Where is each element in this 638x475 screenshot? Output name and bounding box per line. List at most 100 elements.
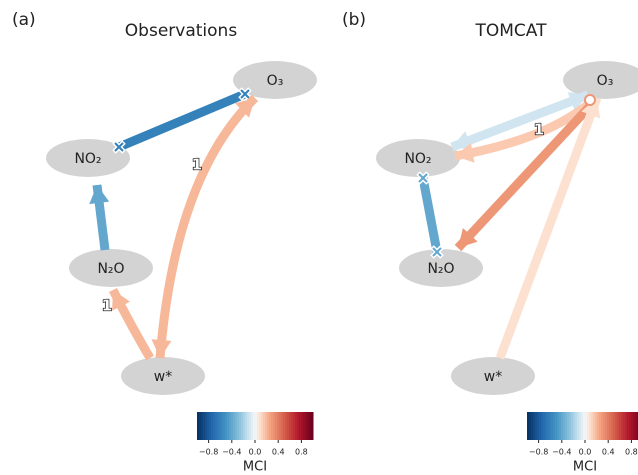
colorbar-segment <box>581 412 584 440</box>
colorbar-segment <box>257 412 260 440</box>
colorbar-segment <box>251 412 254 440</box>
colorbar-segment <box>547 412 550 440</box>
colorbar-segment <box>555 412 558 440</box>
node <box>376 139 460 177</box>
node <box>233 61 317 99</box>
colorbar-tick-label: −0.8 <box>529 448 548 457</box>
colorbar-segment <box>247 412 250 440</box>
colorbar-segment <box>229 412 232 440</box>
colorbar-segment <box>283 412 286 440</box>
colorbar-segment <box>595 412 598 440</box>
colorbar-segment <box>619 412 622 440</box>
node <box>46 139 130 177</box>
colorbar-segment <box>579 412 582 440</box>
colorbar-segment <box>535 412 538 440</box>
colorbar-segment <box>605 412 608 440</box>
colorbar-segment <box>239 412 242 440</box>
colorbar-segment <box>623 412 626 440</box>
arrowhead <box>235 98 255 118</box>
colorbar-segment <box>219 412 222 440</box>
colorbar-segment <box>537 412 540 440</box>
colorbar-tick-label: 0.4 <box>602 448 615 457</box>
node <box>563 61 638 99</box>
colorbar-segment <box>281 412 284 440</box>
colorbar-segment <box>625 412 628 440</box>
colorbar-segment <box>567 412 570 440</box>
colorbar-segment <box>217 412 220 440</box>
colorbar-segment <box>263 412 266 440</box>
colorbar-segment <box>627 412 630 440</box>
colorbar-segment <box>295 412 298 440</box>
node-label: O₃ <box>267 73 284 89</box>
colorbar-segment <box>585 412 588 440</box>
colorbar-segment <box>611 412 614 440</box>
node-label: w* <box>154 369 172 385</box>
colorbar-tick-label: 0.8 <box>625 448 638 457</box>
node-label: N₂O <box>427 261 454 277</box>
lag-label: 1 <box>534 121 544 139</box>
colorbar-segment <box>213 412 216 440</box>
colorbar-segment <box>601 412 604 440</box>
arrowhead <box>455 143 475 163</box>
colorbar-segment <box>533 412 536 440</box>
colorbar-segment <box>255 412 258 440</box>
colorbar-segment <box>233 412 236 440</box>
colorbar-segment <box>289 412 292 440</box>
colorbar-segment <box>587 412 590 440</box>
colorbar-segment <box>531 412 534 440</box>
node-label: O₃ <box>597 73 614 89</box>
colorbar-segment <box>629 412 632 440</box>
node-label: NO₂ <box>74 151 101 167</box>
colorbar-segment <box>287 412 290 440</box>
colorbar-segment <box>575 412 578 440</box>
colorbar-segment <box>583 412 586 440</box>
colorbar-segment <box>527 412 530 440</box>
colorbar-segment <box>309 412 312 440</box>
panel-title: Observations <box>125 21 238 41</box>
colorbar-tick-label: −0.4 <box>222 448 241 457</box>
arrowhead <box>151 339 172 358</box>
colorbar-segment <box>307 412 310 440</box>
colorbar-segment <box>299 412 302 440</box>
colorbar-segment <box>559 412 562 440</box>
colorbar-segment <box>551 412 554 440</box>
colorbar-tick-label: 0.4 <box>272 448 285 457</box>
colorbar-segment <box>529 412 532 440</box>
colorbar-segment <box>225 412 228 440</box>
contemp-mark <box>432 247 442 257</box>
colorbar-segment <box>275 412 278 440</box>
colorbar-segment <box>549 412 552 440</box>
colorbar-segment <box>545 412 548 440</box>
colorbar-segment <box>599 412 602 440</box>
panel: (b) TOMCAT 1 O₃ NO₂ N₂O w* −0.8 −0.4 0.0 0.4 0.8 MCI <box>342 10 638 475</box>
node-label: N₂O <box>97 261 124 277</box>
colorbar-segment <box>297 412 300 440</box>
panel-label: (a) <box>12 10 36 30</box>
contemp-mark <box>418 173 428 183</box>
colorbar-tick-label: 0.8 <box>295 448 308 457</box>
colorbar-segment <box>273 412 276 440</box>
colorbar-segment <box>635 412 638 440</box>
colorbar-segment <box>563 412 566 440</box>
node <box>121 357 205 395</box>
colorbar-segment <box>201 412 204 440</box>
colorbar-segment <box>199 412 202 440</box>
colorbar-segment <box>279 412 282 440</box>
arrowhead <box>458 228 478 248</box>
colorbar-segment <box>243 412 246 440</box>
colorbar-tick-label: 0.0 <box>579 448 592 457</box>
colorbar-segment <box>223 412 226 440</box>
colorbar-segment <box>633 412 636 440</box>
colorbar-segment <box>231 412 234 440</box>
panel-label: (b) <box>342 10 366 30</box>
colorbar-segment <box>631 412 634 440</box>
colorbar-segment <box>285 412 288 440</box>
colorbar-segment <box>621 412 624 440</box>
colorbar-segment <box>237 412 240 440</box>
colorbar-segment <box>271 412 274 440</box>
colorbar-segment <box>603 412 606 440</box>
edge <box>450 90 590 152</box>
contemp-mark <box>240 89 250 99</box>
colorbar-segment <box>293 412 296 440</box>
